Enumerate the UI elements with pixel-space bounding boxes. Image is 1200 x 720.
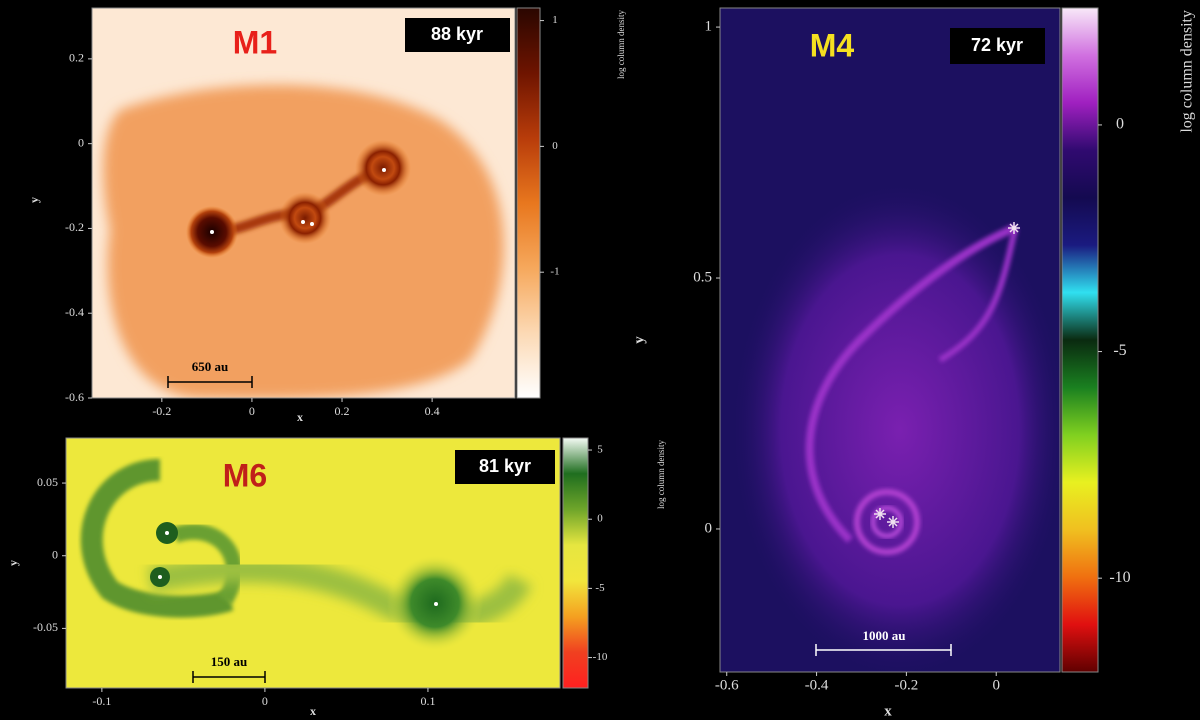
colorbar-tick-label: -5: [1113, 342, 1126, 359]
y-tick-label: 0: [78, 135, 84, 149]
plot-frame: [65, 437, 561, 689]
x-tick-label: 0.4: [425, 404, 440, 418]
x-tick-label: -0.4: [805, 677, 829, 693]
colorbar-tick-label: 0: [552, 140, 558, 152]
panel-title: M6: [223, 457, 267, 493]
annotation-box: [405, 18, 510, 52]
colorbar-label: log column density: [656, 440, 666, 509]
colorbar-tick-label: 0: [1116, 116, 1124, 133]
y-tick-label: 0.5: [693, 269, 712, 285]
annotation: 88 kyr: [431, 24, 483, 44]
colorbar-tick-label: -1: [550, 266, 559, 278]
m1-image: [92, 8, 515, 398]
colorbar-label: log column density: [1179, 10, 1196, 133]
colorbar-tick-label: 0: [597, 513, 603, 525]
colorbar-label: log column density: [616, 10, 626, 79]
m4-image: [720, 8, 1060, 672]
colorbar-tick-label: -10: [593, 651, 608, 663]
y-tick-label: -0.05: [33, 620, 58, 634]
scale-bar-label: 650 au: [192, 359, 228, 374]
y-tick-label: 1: [705, 19, 713, 35]
plot-frame: [91, 7, 516, 399]
x-tick-label: -0.1: [92, 694, 111, 708]
x-tick-label: -0.6: [715, 677, 739, 693]
x-axis-label: x: [310, 704, 316, 718]
m6-image: [66, 438, 560, 688]
colorbar: [562, 437, 589, 689]
x-axis-label: x: [884, 703, 892, 719]
x-tick-label: 0: [262, 694, 268, 708]
scale-bar-label: 150 au: [211, 654, 247, 669]
y-axis-label: y: [631, 336, 647, 344]
annotation: 81 kyr: [479, 456, 531, 476]
x-tick-label: 0: [249, 404, 255, 418]
colorbar-tick-label: 5: [597, 444, 603, 456]
y-tick-label: 0.2: [69, 51, 84, 65]
colorbar: [1061, 7, 1099, 673]
y-tick-label: 0: [705, 520, 713, 536]
scale-bar-label: 1000 au: [863, 628, 906, 643]
x-tick-label: 0.1: [420, 694, 435, 708]
annotation-box: [950, 28, 1045, 64]
x-tick-label: 0: [992, 677, 1000, 693]
panel-title: M1: [233, 24, 277, 60]
x-tick-label: -0.2: [895, 677, 919, 693]
y-tick-label: -0.6: [65, 390, 84, 404]
y-tick-label: 0: [52, 547, 58, 561]
x-tick-label: -0.2: [152, 404, 171, 418]
x-tick-label: 0.2: [335, 404, 350, 418]
plot-frame: [719, 7, 1061, 673]
annotation: 72 kyr: [971, 35, 1023, 55]
y-tick-label: -0.2: [65, 220, 84, 234]
colorbar-tick-label: -10: [1109, 569, 1130, 586]
x-axis-label: x: [297, 410, 303, 424]
annotation-box: [455, 450, 555, 484]
colorbar-tick-label: 1: [552, 14, 558, 26]
colorbar: [516, 7, 541, 399]
panel-title: M4: [810, 27, 855, 63]
y-tick-label: 0.05: [37, 475, 58, 489]
colorbar-tick-label: -5: [595, 582, 605, 594]
y-axis-label: y: [6, 560, 20, 566]
y-axis-label: y: [27, 197, 41, 203]
y-tick-label: -0.4: [65, 305, 84, 319]
